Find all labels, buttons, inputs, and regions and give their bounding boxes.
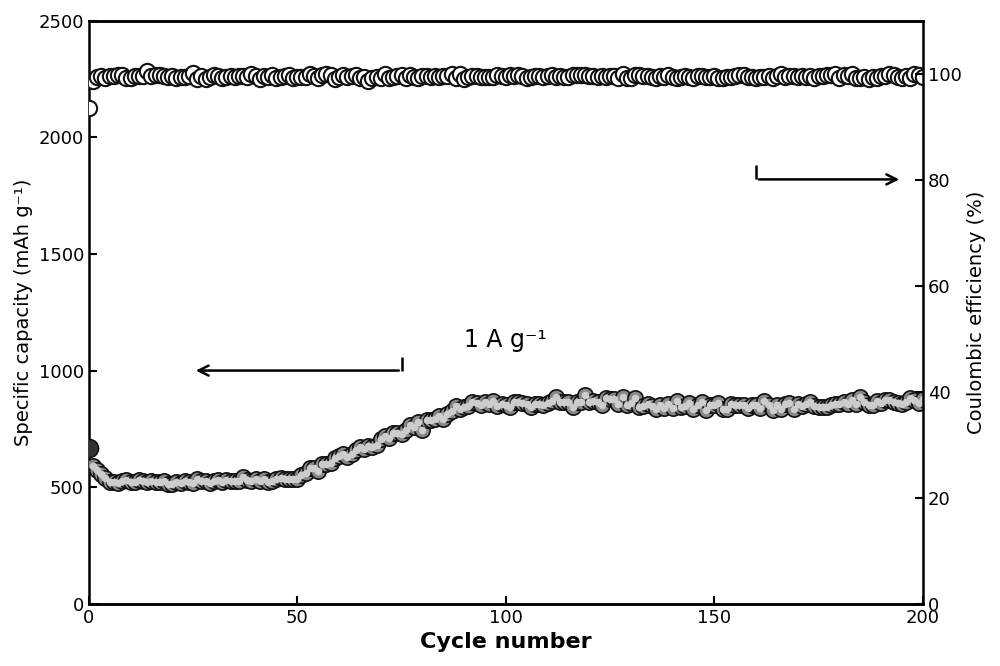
- Y-axis label: Coulombic efficiency (%): Coulombic efficiency (%): [967, 190, 986, 434]
- Text: 1 A g⁻¹: 1 A g⁻¹: [464, 328, 547, 352]
- Y-axis label: Specific capacity (mAh g⁻¹): Specific capacity (mAh g⁻¹): [14, 178, 33, 446]
- X-axis label: Cycle number: Cycle number: [420, 632, 592, 652]
